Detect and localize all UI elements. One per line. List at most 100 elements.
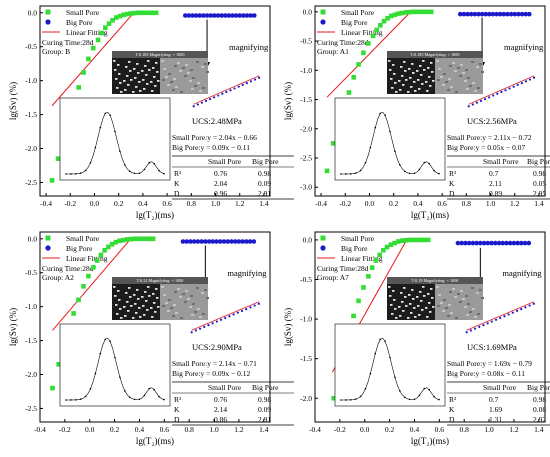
small-pore-point [139,236,145,242]
micrograph-texture [185,64,188,66]
y-tick-label: -0.5 [300,37,312,46]
micrograph-pore [392,64,395,66]
small-pore-point [143,236,148,242]
magnified-big-pore-point [465,331,468,334]
big-pore-point [526,240,532,246]
small-pore-point [414,237,420,243]
small-pore-point [331,395,336,401]
magnified-big-pore-point [503,315,506,318]
micrograph-caption: T:0.185 Magnifyting: × 1000 [411,52,460,57]
big-pore-point [217,239,223,244]
ucs-label: UCS:2.90MPa [192,342,242,352]
x-tick-label: -0.2 [339,199,351,208]
micrograph-texture [464,306,467,308]
small-pore-point [395,239,401,244]
magnified-big-pore-point [524,306,527,309]
micrograph-pore [390,304,393,306]
x-tick-label: 0.4 [135,425,145,434]
x-tick-label: 0.8 [187,199,197,208]
small-pore-point [86,56,91,62]
micrograph-pore [421,309,424,311]
micrograph-texture [450,86,453,88]
legend-small-pore-label: Small Pore [66,234,100,243]
micrograph-texture [452,288,455,290]
micrograph-texture [448,78,451,80]
micrograph-pore [116,87,119,89]
micrograph-pore [394,308,397,310]
big-pore-point [188,239,193,244]
micrograph-texture [454,296,457,298]
micrograph-pore [426,90,429,92]
small-pore-point [56,362,61,367]
micrograph-texture [450,312,453,314]
big-pore-point [237,13,243,18]
micrograph-pore [138,81,141,83]
micrograph-pore [393,73,396,75]
micrograph-pore [150,81,153,83]
small-pore-point [356,62,361,67]
legend-small-pore-marker [320,235,326,241]
micrograph-pore [118,299,121,301]
micrograph-pore [118,73,121,75]
magnified-big-pore-point [520,82,523,85]
x-tick-label: 0.0 [360,425,370,434]
magnifying-label: magnifying [227,268,267,278]
plot-frame [39,231,271,423]
micrograph-texture [191,88,194,90]
magnified-big-pore-point [494,318,498,321]
micrograph-texture [452,62,455,64]
micrograph-texture [481,297,484,299]
table-cell: K [449,179,455,188]
micrograph-pore [148,295,151,297]
micrograph-texture [466,314,469,316]
big-pore-point [472,11,478,17]
micrograph-pore [141,70,144,72]
magnified-big-pore-point [532,302,535,305]
micrograph-pore [132,91,135,93]
big-pore-point [186,13,192,18]
panel-B: -0.4 -0.2 0.0 0.2 0.4 0.6 0.8 1.0 1.2 1.4 0.0 -0.5 -… [8,5,294,220]
x-tick-label: 1.4 [259,425,269,434]
y-axis-label: lg(Sv) (%) [283,308,293,346]
t2-inset-curve [65,337,165,401]
magnified-big-pore-point [225,90,228,94]
micrograph-texture [189,306,192,308]
small-pore-point [106,244,111,250]
micrograph-texture [202,313,205,315]
t2-inset-curve [65,111,165,175]
magnified-big-pore-point [533,76,536,79]
micrograph-pore [146,83,149,85]
micrograph-texture [472,82,475,84]
x-tick-label: 0.0 [90,199,100,208]
small-pore-point [378,22,383,28]
small-pore-point [369,265,375,270]
big-pore-point [180,239,186,244]
big-pore-point [511,240,517,246]
micrograph-pore [401,75,404,77]
micrograph-texture [455,317,458,319]
big-pore-point [515,240,520,246]
micrograph-pore [427,67,430,69]
y-tick-label: -2.5 [25,404,37,413]
y-tick-label: 0.0 [303,235,313,244]
big-pore-point [523,11,528,17]
micrograph-texture [182,293,185,295]
fit-line-small-pore [326,11,411,98]
x-tick-label: 0.6 [435,425,445,434]
micrograph-texture [173,304,176,306]
micrograph-texture [440,302,443,304]
legend-small-pore-label: Small Pore [341,8,375,17]
table-cell: 0.09 [258,179,271,188]
ucs-label: UCS:1.69MPa [467,342,517,352]
micrograph-pore [152,67,155,69]
table-cell: D [449,415,455,424]
micrograph-texture [448,304,451,306]
magnified-big-pore-point [204,99,208,102]
legend-small-pore-marker [45,235,51,241]
micrograph-pore [430,62,433,64]
micrograph-texture [469,85,472,87]
table-cell: 1.69 [489,405,502,414]
magnified-big-pore-point [208,98,212,101]
big-pore-point [241,13,246,18]
micrograph-pore [144,65,147,67]
